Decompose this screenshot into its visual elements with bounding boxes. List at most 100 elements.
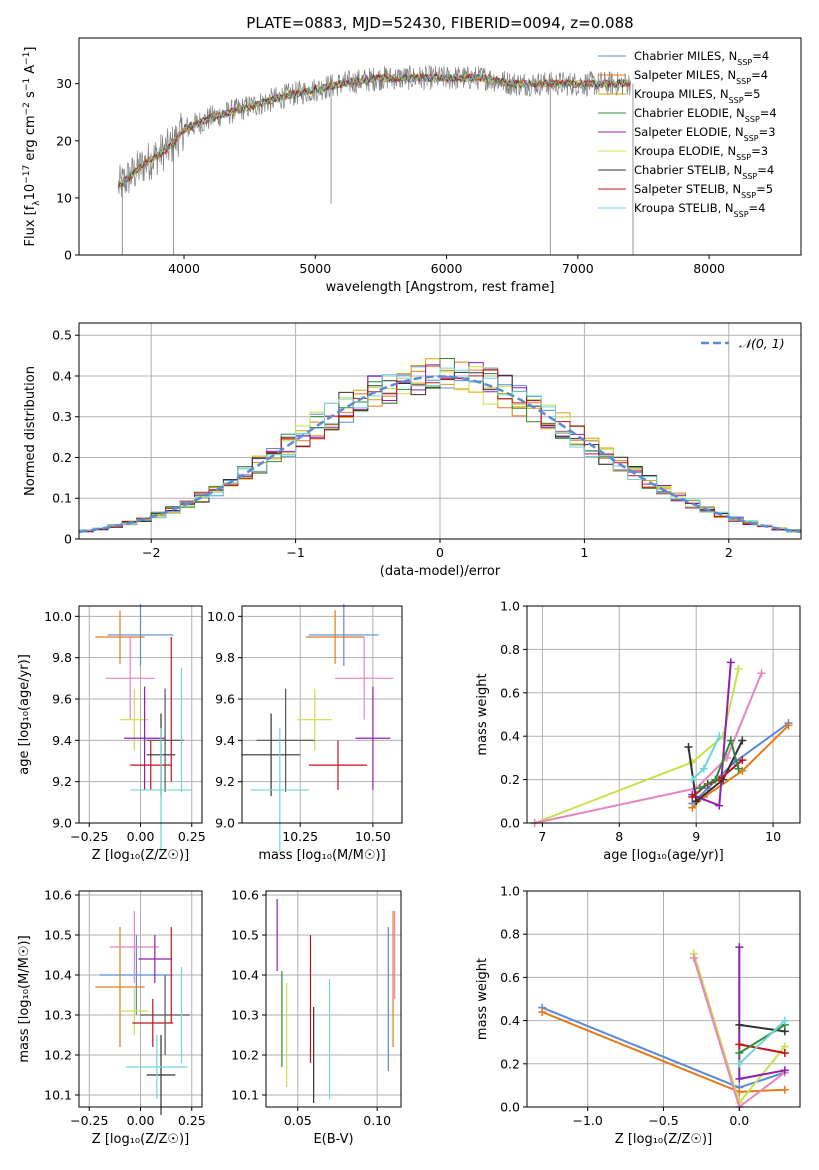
- weight-vs-age-ylabel: mass weight: [475, 673, 490, 755]
- y-tick-label: 0.6: [500, 970, 520, 985]
- weight-point-marker: [780, 1066, 789, 1075]
- ylabel-part: s: [23, 91, 38, 102]
- legend-label: Kroupa ELODIE, NSSP=3: [634, 144, 768, 162]
- weight-point-marker: [699, 764, 708, 773]
- weight-point-marker: [757, 669, 766, 678]
- x-tick-label: 0.0: [729, 1113, 749, 1128]
- weight-vs-Z-ylabel: mass weight: [475, 958, 490, 1040]
- weight-point-marker: [780, 1085, 789, 1094]
- x-tick-label: −1: [286, 545, 304, 560]
- y-tick-label: 10.5: [231, 928, 259, 943]
- legend-label: Chabrier STELIB, NSSP=4: [634, 163, 774, 181]
- weight-vs-age-frame: [526, 605, 801, 824]
- weight-series-line: [534, 668, 740, 824]
- x-tick-label: 1: [580, 545, 588, 560]
- normal-curve: [78, 375, 802, 534]
- x-tick-label: 0.25: [178, 829, 206, 844]
- y-tick-label: 9.2: [52, 774, 72, 789]
- ylabel-part: −1: [22, 78, 32, 91]
- weight-point-marker: [780, 1016, 789, 1025]
- y-tick-label: 10.4: [231, 968, 259, 983]
- weight-point-marker: [688, 775, 697, 784]
- y-tick-label: 9.0: [215, 816, 235, 831]
- x-tick-label: 5000: [299, 261, 331, 276]
- age-vs-mass-panel: 10.25 10.50 9.0 9.2 9.4 9.6 9.8 10.0 mass [log₁…: [207, 603, 403, 863]
- y-tick-label: 10.1: [231, 1088, 259, 1103]
- legend-label-sub: SSP: [742, 172, 757, 181]
- y-tick-label: 10.3: [231, 1008, 259, 1023]
- x-tick-label: −2: [142, 545, 160, 560]
- weight-series-line: [699, 737, 740, 790]
- legend-label-tail: =3: [751, 144, 768, 158]
- x-tick-label: 10.50: [355, 829, 391, 844]
- x-tick-label: 7: [538, 829, 546, 844]
- y-tick-label: 9.0: [52, 816, 72, 831]
- weight-series-line: [738, 1024, 786, 1054]
- mass-vs-EBV-frame: [265, 890, 402, 1108]
- x-tick-label: 6000: [431, 261, 463, 276]
- legend-label-name: Salpeter ELODIE, N: [634, 125, 744, 139]
- weight-point-marker: [735, 1040, 744, 1049]
- weight-point-marker: [735, 1049, 744, 1057]
- ylabel-part: −17: [22, 165, 32, 184]
- y-tick-label: 0.4: [500, 729, 520, 744]
- y-tick-label: 0.2: [500, 1056, 520, 1071]
- weight-point-marker: [735, 943, 744, 952]
- weight-series-line: [738, 947, 785, 1081]
- legend-label: Salpeter ELODIE, NSSP=3: [634, 125, 776, 143]
- legend-label-tail: =4: [751, 68, 768, 82]
- model-spectrum-line: [118, 72, 631, 190]
- mass-vs-Z-panel: −0.25 0.00 0.25 10.1 10.2 10.3 10.4 10.5 10.6 Z …: [17, 888, 206, 1148]
- y-tick-label: 10.3: [44, 1008, 72, 1023]
- legend-label-name: Kroupa ELODIE, N: [634, 144, 736, 158]
- age-vs-Z-panel: −0.25 0.00 0.25 9.0 9.2 9.4 9.6 9.8 10.0 Z [log₁…: [17, 603, 206, 863]
- legend-label-name: Chabrier STELIB, N: [634, 163, 742, 177]
- legend-label: 𝒩(0, 1): [739, 336, 785, 351]
- x-tick-label: 0.25: [178, 1113, 206, 1128]
- y-tick-label: 9.4: [215, 733, 235, 748]
- weight-point-marker: [688, 792, 697, 801]
- y-tick-label: 10: [56, 190, 72, 205]
- weight-point-marker: [696, 784, 705, 793]
- residuals-legend: 𝒩(0, 1): [701, 336, 785, 351]
- weight-point-marker: [784, 721, 793, 730]
- y-tick-label: 9.4: [52, 733, 72, 748]
- ylabel-part: ]: [23, 47, 38, 52]
- y-tick-label: 10.5: [44, 928, 72, 943]
- legend-label-tail: =3: [759, 125, 776, 139]
- weight-series-line: [738, 1019, 786, 1065]
- y-tick-label: 9.8: [52, 650, 72, 665]
- y-tick-label: 10.1: [44, 1088, 72, 1103]
- legend-label-sub: SSP: [734, 210, 749, 219]
- weight-point-marker: [735, 1059, 744, 1068]
- ylabel-part: −1: [22, 52, 32, 65]
- legend-label-sub: SSP: [736, 153, 751, 162]
- weight-point-marker: [684, 743, 693, 752]
- age-vs-mass-frame: [241, 605, 403, 824]
- ylabel-part: λ: [32, 200, 42, 206]
- y-tick-label: 10.2: [44, 1048, 72, 1063]
- spectrum-xlabel: wavelength [Angstrom, rest frame]: [326, 280, 555, 295]
- x-tick-label: 7000: [562, 261, 594, 276]
- legend-label-tail: =4: [757, 163, 774, 177]
- weight-point-marker: [738, 736, 747, 745]
- weight-vs-Z-xlabel: Z [log₁₀(Z/Z☉)]: [615, 1132, 712, 1147]
- y-tick-label: 0.8: [500, 642, 520, 657]
- legend-label-name: Salpeter STELIB, N: [634, 182, 741, 196]
- model-spectrum-line: [118, 72, 631, 190]
- weight-point-marker: [715, 732, 724, 741]
- y-tick-label: 0: [64, 248, 72, 263]
- legend-label-name: Kroupa MILES, N: [634, 87, 729, 101]
- y-tick-label: 9.2: [215, 774, 235, 789]
- legend-label-tail: =5: [744, 87, 761, 101]
- weight-point-marker: [692, 797, 701, 806]
- legend-label-tail: =4: [752, 49, 769, 63]
- x-tick-label: −0.25: [70, 1113, 108, 1128]
- ylabel-part: A: [23, 65, 38, 78]
- legend-label-name: Salpeter MILES, N: [634, 68, 736, 82]
- weight-series-line: [534, 672, 763, 824]
- y-tick-label: 0.3: [52, 409, 72, 424]
- x-tick-label: 2: [725, 545, 733, 560]
- x-tick-label: 8: [615, 829, 623, 844]
- x-tick-label: 0: [436, 545, 444, 560]
